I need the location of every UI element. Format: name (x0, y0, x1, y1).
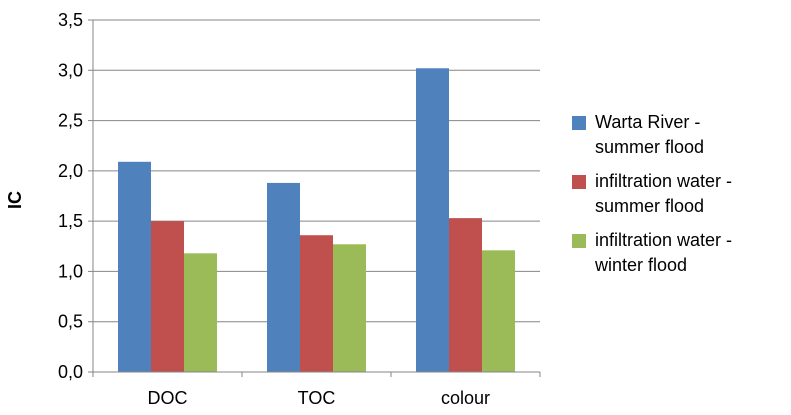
legend-swatch (572, 234, 586, 248)
bar-doc-series-3 (184, 253, 217, 372)
legend-swatch (572, 116, 586, 130)
y-tick-labels: 0,0 0,5 1,0 1,5 2,0 2,5 3,0 3,5 (58, 10, 83, 382)
bar-doc-series-2 (151, 221, 184, 372)
y-tick-label: 3,5 (58, 10, 83, 30)
bar-colour-series-1 (416, 68, 449, 372)
x-tick-label: TOC (298, 388, 336, 408)
bars (118, 68, 515, 372)
legend-swatch (572, 175, 586, 189)
y-tick-label: 2,5 (58, 111, 83, 131)
bar-toc-series-3 (333, 244, 366, 372)
y-axis-title: IC (5, 191, 25, 209)
x-tick-label: DOC (148, 388, 188, 408)
y-tick-label: 1,5 (58, 211, 83, 231)
y-tick-label: 3,0 (58, 60, 83, 80)
y-tick-label: 1,0 (58, 261, 83, 281)
axes (92, 20, 541, 377)
legend-item: infiltration water - winter flood (572, 228, 787, 278)
legend-label: infiltration water - winter flood (595, 230, 733, 275)
bar-colour-series-2 (449, 218, 482, 372)
legend-item: infiltration water - summer flood (572, 169, 787, 219)
x-tick-labels: DOC TOC colour (148, 388, 491, 408)
bar-doc-series-1 (118, 161, 151, 372)
legend-label: Warta River - summer flood (595, 112, 705, 157)
bar-colour-series-3 (482, 250, 515, 372)
x-tick-label: colour (441, 388, 490, 408)
y-tick-label: 0,5 (58, 312, 83, 332)
legend-item: Warta River - summer flood (572, 110, 787, 160)
legend: Warta River - summer flood infiltration w… (572, 110, 787, 287)
y-tick-label: 0,0 (58, 362, 83, 382)
y-tick-label: 2,0 (58, 161, 83, 181)
legend-label: infiltration water - summer flood (595, 171, 733, 216)
bar-toc-series-2 (300, 235, 333, 372)
bar-toc-series-1 (267, 182, 300, 372)
